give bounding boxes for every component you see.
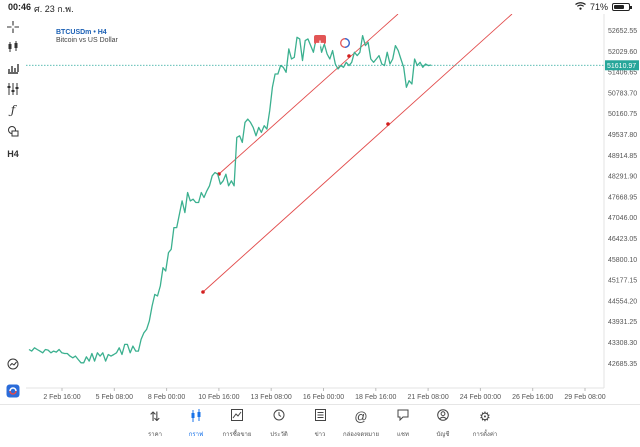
x-tick-label: 8 Feb 00:00 [148, 394, 185, 401]
y-tick-label: 42685.35 [608, 361, 637, 368]
y-tick-label: 46423.05 [608, 236, 637, 243]
crosshair-icon[interactable] [4, 18, 22, 36]
y-tick-label: 47668.95 [608, 194, 637, 201]
battery-level [614, 5, 624, 9]
tab-mailbox[interactable]: @ กล่องจดหมาย [339, 409, 383, 441]
status-time: 00:46 [8, 2, 32, 12]
status-date: ศ. 23 ก.พ. [34, 4, 74, 14]
x-tick-label: 13 Feb 08:00 [251, 394, 292, 401]
battery-percent: 71% [589, 2, 608, 12]
y-tick-label: 43931.25 [608, 319, 637, 326]
trendline-handle [347, 54, 351, 58]
chart-icon [174, 409, 218, 425]
current-price-label: 51610.97 [607, 63, 636, 70]
objects-icon[interactable] [4, 122, 22, 140]
x-tick-label: 2 Feb 16:00 [43, 394, 80, 401]
y-tick-label: 48291.90 [608, 174, 637, 181]
symbol-label[interactable]: BTCUSDm • H4 [56, 29, 107, 36]
price-series-line [28, 34, 432, 364]
tab-trade[interactable]: การซื้อขาย [215, 409, 259, 441]
y-tick-label: 49537.80 [608, 132, 637, 139]
chart-area[interactable]: 52652.55 52029.60 51406.65 50783.70 50160.75… [26, 14, 640, 410]
trendline-upper [218, 14, 399, 175]
current-price-badge [605, 60, 639, 71]
y-tick-label: 48914.85 [608, 153, 637, 160]
timeframe-button[interactable]: H4 [7, 149, 19, 159]
y-tick-label: 43308.30 [608, 340, 637, 347]
bars-icon[interactable] [4, 59, 22, 77]
news-icon [298, 409, 342, 425]
status-bar: 00:46 ศ. 23 ก.พ. 71% [0, 0, 640, 14]
tab-settings[interactable]: ⚙ การตั้งค่า [463, 409, 507, 441]
settings-icon: ⚙ [479, 409, 491, 424]
account-icon [421, 409, 465, 425]
trendline-lower [202, 14, 513, 293]
tab-account[interactable]: บัญชี [421, 409, 465, 441]
y-tick-label: 45800.10 [608, 257, 637, 264]
x-tick-label: 26 Feb 16:00 [512, 394, 553, 401]
y-tick-label: 50783.70 [608, 90, 637, 97]
y-tick-label: 44554.20 [608, 298, 637, 305]
function-icon[interactable]: ƒ [10, 103, 16, 117]
bottom-tab-bar: ⇅ ราคา กราฟ การซื้อขาย ประวัติ ข่าว @ กล… [0, 404, 640, 447]
x-tick-label: 24 Feb 00:00 [460, 394, 501, 401]
y-tick-label: 45177.15 [608, 278, 637, 285]
sell-button[interactable] [314, 35, 326, 47]
mailbox-icon: @ [354, 409, 368, 424]
y-tick-label: 51406.65 [608, 70, 637, 77]
tab-news[interactable]: ข่าว [298, 409, 342, 441]
trendline-handle [386, 122, 390, 126]
y-tick-label: 52029.60 [608, 49, 637, 56]
trade-icon [215, 409, 259, 425]
x-tick-label: 21 Feb 08:00 [407, 394, 448, 401]
trendline-handle [201, 290, 205, 294]
indicators-icon[interactable] [4, 80, 22, 98]
y-tick-label: 50160.75 [608, 111, 637, 118]
history-icon [257, 409, 301, 425]
price-chart[interactable]: 52652.55 52029.60 51406.65 50783.70 50160.75… [26, 14, 640, 410]
x-tick-label: 18 Feb 16:00 [355, 394, 396, 401]
chat-icon [381, 409, 425, 425]
drawing-toolbar: ƒ H4 [0, 14, 26, 404]
buy-button[interactable] [339, 35, 351, 48]
tab-chart[interactable]: กราฟ [174, 409, 218, 441]
tab-history[interactable]: ประวัติ [257, 409, 301, 441]
quick-chart-icon[interactable] [4, 355, 22, 373]
x-tick-label: 16 Feb 00:00 [303, 394, 344, 401]
x-tick-label: 29 Feb 08:00 [564, 394, 605, 401]
tab-chat[interactable]: แชท [381, 409, 425, 441]
x-tick-label: 10 Feb 16:00 [198, 394, 239, 401]
x-tick-label: 5 Feb 08:00 [96, 394, 133, 401]
y-tick-label: 47046.00 [608, 215, 637, 222]
candles-icon[interactable] [4, 38, 22, 56]
battery-icon [612, 3, 632, 11]
quotes-icon: ⇅ [149, 409, 161, 424]
y-tick-label: 52652.55 [608, 28, 637, 35]
symbol-description: Bitcoin vs US Dollar [56, 37, 118, 44]
tab-quotes[interactable]: ⇅ ราคา [133, 409, 177, 441]
one-click-trading-icon[interactable] [4, 382, 22, 400]
wifi-icon [575, 2, 586, 12]
status-right: 71% [575, 2, 632, 12]
